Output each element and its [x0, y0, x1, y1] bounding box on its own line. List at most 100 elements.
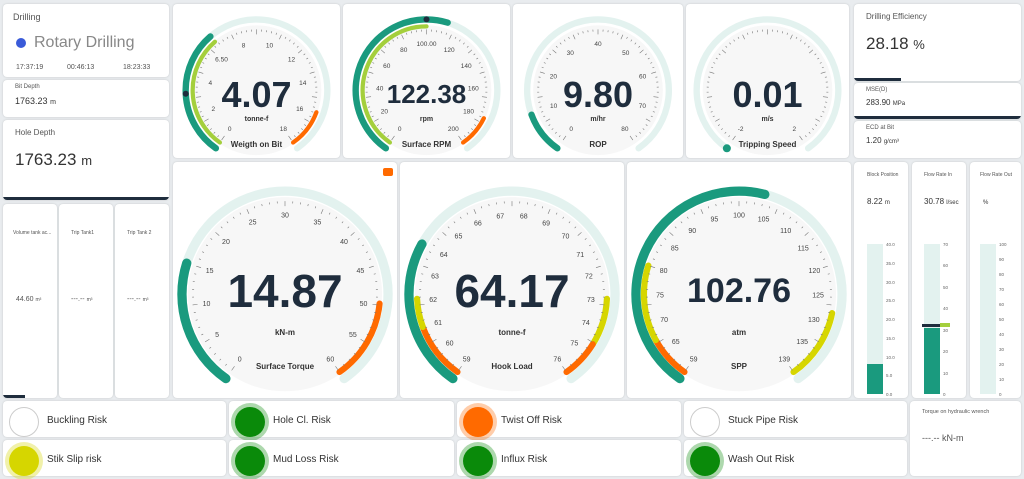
gauge-dial: 0 5 10 15 20 25 30 35 40 45 50 55 60	[177, 186, 393, 392]
gauge-tick	[797, 363, 799, 366]
gauge-tick	[545, 118, 551, 122]
gauge-tick	[372, 319, 375, 321]
mse-unit: MPa	[892, 101, 906, 107]
gauge-tick	[372, 304, 378, 306]
tank-label: Trip Tank 2	[127, 230, 152, 236]
gauge-tick	[366, 333, 369, 336]
tank-value-row: ---.-- m³	[71, 296, 92, 303]
gauge-tick	[652, 111, 655, 113]
gauge-tick	[480, 206, 483, 209]
risk-label: Hole Cl. Risk	[273, 415, 331, 426]
gauge-tick-label: 160	[468, 85, 479, 92]
gauge-tick	[479, 115, 482, 118]
gauge-tick-label: 100	[733, 213, 745, 220]
gauge-tick	[795, 36, 798, 39]
gauge-tick	[733, 39, 735, 42]
gauge-tick	[595, 265, 601, 268]
scale-tick-label: 0.0	[886, 392, 893, 397]
gauge-tick	[232, 216, 235, 219]
gauge-tick	[761, 204, 763, 207]
gauge-tick	[388, 42, 390, 45]
ecd-card: ECD at Bit 1.20 g/cm³	[854, 121, 1021, 158]
gauge-tick	[209, 346, 212, 349]
gauge-tick-label: 8	[242, 43, 246, 50]
gauge-tick	[721, 49, 726, 54]
gauge-tick	[219, 358, 222, 361]
gauge-tick	[320, 209, 324, 214]
gauge-tick	[817, 57, 820, 60]
gauge-tick	[214, 45, 217, 48]
gauge-tick	[369, 258, 372, 260]
gauge-tick	[801, 226, 804, 229]
gauge-value: 9.80	[562, 74, 634, 115]
scale-tick-label: 40	[943, 306, 949, 312]
gauge-tick	[562, 366, 566, 371]
risk-stuck-pipe: Stuck Pipe Risk	[684, 401, 907, 437]
hydraulic-wrench-value: ---.--	[922, 433, 940, 443]
gauge-tick-label: 59	[463, 356, 471, 363]
tank-label: Trip Tank1	[71, 230, 95, 236]
gauge-tick	[790, 34, 793, 40]
scale-tick-label: 40	[999, 332, 1005, 337]
gauge-tick	[204, 339, 210, 343]
flow-out-scale: 100 90 80 70 60 50 40 30 20 10 0	[999, 242, 1019, 397]
gauge-value: 102.76	[687, 272, 791, 310]
scale-tick-label: 5.0	[886, 373, 893, 379]
hole-depth-value-row: 1763.23 m	[15, 150, 92, 170]
gauge-tick	[729, 42, 731, 45]
gauge-tick-label: 40	[340, 239, 348, 246]
gauge-tick-label: 76	[553, 356, 561, 363]
gauge-tick	[275, 32, 277, 35]
gauge-tick	[819, 251, 822, 253]
gauge-tick-label: 64	[440, 252, 448, 259]
gauge-tick	[231, 366, 235, 371]
gauge-tick-label: 73	[587, 297, 595, 304]
tank-label: Volume tank ac...	[13, 230, 52, 236]
block-position-fill	[867, 364, 883, 394]
gauge-tick	[822, 265, 828, 268]
gauge-tick	[210, 128, 212, 130]
gauge-tick	[693, 212, 696, 215]
gauge-tick	[304, 118, 309, 122]
warning-badge[interactable]	[383, 168, 393, 176]
gauge-tick	[674, 226, 677, 229]
gauge-tick	[650, 62, 653, 64]
hole-depth-value: 1763.23	[15, 150, 77, 169]
gauge-tick	[653, 96, 659, 98]
gauge-tick	[481, 96, 487, 98]
gauge-tick	[199, 111, 202, 113]
gauge-tick	[440, 31, 443, 34]
gauge-tick	[350, 232, 355, 236]
gauge-tick	[476, 57, 479, 60]
gauge-tick	[458, 135, 462, 141]
risk-indicator-dot	[235, 446, 265, 476]
gauge-range-arc	[190, 39, 223, 145]
gauge-tick	[467, 131, 470, 134]
gauge-tick	[541, 111, 544, 113]
gauge-tick-label: 25	[249, 220, 257, 227]
bit-depth-label: Bit Depth	[15, 84, 40, 90]
gauge-tick	[479, 71, 485, 74]
gauge-tick	[377, 53, 380, 56]
gauge-tick	[306, 57, 309, 60]
gauge-tick	[680, 221, 683, 224]
gauge-tick	[374, 118, 379, 122]
mse-bar	[854, 116, 1021, 119]
gauge-tick	[539, 71, 545, 74]
gauge-tick	[222, 39, 224, 42]
gauge-tick	[198, 71, 204, 74]
gauge-tick	[559, 42, 562, 45]
gauge-tick-label: 14	[299, 80, 307, 87]
gauge-tick	[799, 135, 803, 141]
gauge-surface-rpm: 0 20 40 60 80 100.00 120 140 160 180 200 122.38 rp…	[343, 4, 510, 158]
risk-hole-cleaning: Hole Cl. Risk	[229, 401, 454, 437]
tank-value-row: 44.60 m³	[16, 296, 41, 303]
gauge-tick-label: 115	[798, 246, 809, 253]
gauge-tick-label: 68	[520, 213, 528, 220]
gauge-tick	[348, 358, 351, 361]
gauge-tick	[709, 71, 715, 74]
gauge-tick	[737, 36, 740, 39]
gauge-tick-label: 60	[639, 74, 647, 81]
gauge-tick-label: 4	[208, 80, 212, 87]
tank-unit: m³	[35, 297, 42, 303]
